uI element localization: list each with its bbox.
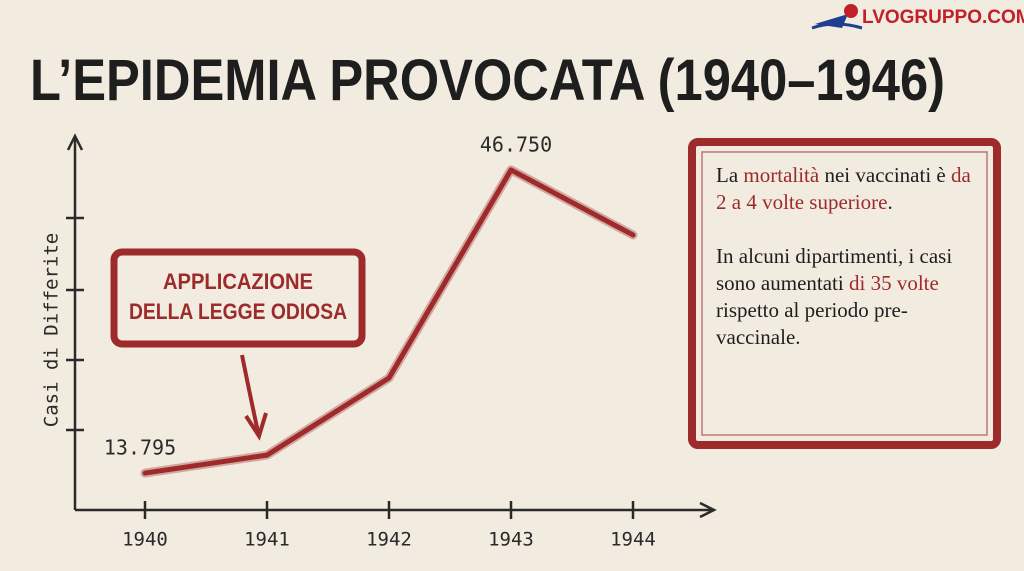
note-text: rispetto al periodo pre-vaccinale. (716, 298, 908, 349)
x-tick-label: 1943 (488, 529, 534, 551)
note-paragraph: La mortalità nei vaccinati è da 2 a 4 vo… (716, 162, 978, 216)
note-highlight: di 35 volte (848, 271, 939, 295)
chart-title: L’EPIDEMIA PROVOCATA (1940–1946) (30, 48, 945, 113)
x-tick-label: 1940 (122, 529, 168, 551)
note-box-inner (701, 151, 988, 436)
logo: LVOGRUPPO.COM (862, 7, 1024, 28)
note-box (688, 138, 1001, 449)
note-text: La (716, 163, 744, 187)
note-text: . (887, 190, 893, 214)
note-text: In alcuni dipartimenti, i casi sono aume… (716, 244, 953, 295)
x-tick-label: 1942 (366, 529, 412, 551)
note-highlight: da 2 a 4 volte superiore (716, 163, 971, 214)
annotation: APPLICAZIONE DELLA LEGGE ODIOSA (110, 248, 366, 441)
axes (66, 133, 717, 519)
annotation-box (110, 248, 366, 348)
logo-icon (811, 4, 863, 30)
y-axis-label: Casi di Differite (41, 233, 63, 427)
x-tick-label: 1941 (244, 529, 290, 551)
note-text: nei vaccinati è (819, 163, 951, 187)
note-paragraph: In alcuni dipartimenti, i casi sono aume… (716, 243, 978, 351)
data-label: 13.795 (104, 436, 176, 460)
data-label: 46.750 (480, 132, 552, 156)
x-tick-label: 1944 (610, 529, 656, 551)
data-line (142, 167, 636, 476)
note-highlight: mortalità (743, 163, 820, 187)
annotation-text: DELLA LEGGE ODIOSA (129, 299, 347, 324)
annotation-text: APPLICAZIONE (163, 269, 313, 294)
note: La mortalità nei vaccinati è da 2 a 4 vo… (716, 162, 978, 378)
